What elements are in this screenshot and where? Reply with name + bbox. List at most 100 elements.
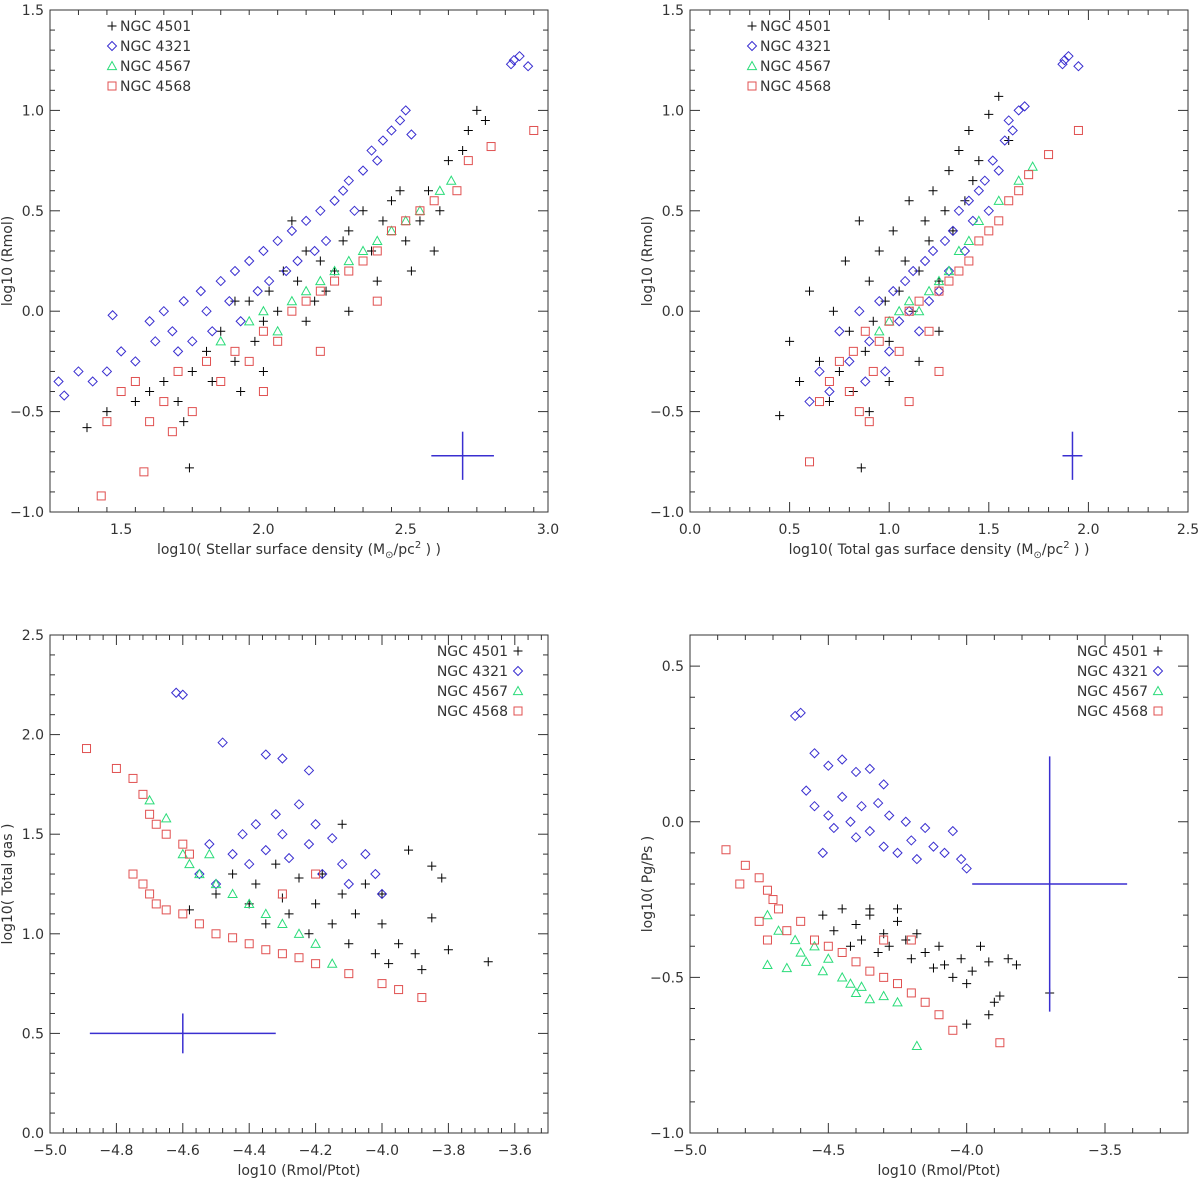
data-point-ngc4568 xyxy=(145,417,155,427)
data-point-ngc4501 xyxy=(401,236,411,246)
data-point-ngc4568 xyxy=(228,933,238,943)
data-point-ngc4567 xyxy=(210,878,222,889)
data-point-ngc4568 xyxy=(848,346,858,356)
data-point-ngc4321 xyxy=(158,305,170,317)
series-ngc4321 xyxy=(170,687,388,900)
data-point-ngc4567 xyxy=(817,965,829,976)
data-point-ngc4321 xyxy=(376,888,388,900)
data-point-ngc4321 xyxy=(953,205,965,217)
data-point-ngc4501 xyxy=(287,216,297,226)
data-point-ngc4568 xyxy=(151,819,161,829)
data-point-ngc4501 xyxy=(173,397,183,407)
data-point-ngc4501 xyxy=(904,196,914,206)
data-point-ngc4501 xyxy=(367,246,377,256)
data-point-ngc4321 xyxy=(1013,105,1024,116)
data-point-ngc4501 xyxy=(410,949,420,959)
data-point-ngc4501 xyxy=(934,326,944,336)
data-point-ngc4501 xyxy=(864,276,874,286)
data-point-ngc4568 xyxy=(161,829,171,839)
y-tick-label: 2.0 xyxy=(22,728,44,744)
legend-marker-ngc4501 xyxy=(747,21,757,31)
data-point-ngc4501 xyxy=(244,296,254,306)
data-point-ngc4501 xyxy=(294,873,304,883)
data-point-ngc4321 xyxy=(967,215,979,227)
data-point-ngc4568 xyxy=(301,296,311,306)
data-point-ngc4321 xyxy=(864,825,876,837)
data-point-ngc4568 xyxy=(810,935,819,945)
data-point-ngc4501 xyxy=(873,947,883,957)
data-point-ngc4567 xyxy=(445,175,457,185)
data-point-ngc4501 xyxy=(344,939,354,949)
data-point-ngc4501 xyxy=(914,266,924,276)
data-point-ngc4501 xyxy=(394,939,404,949)
x-axis-label-sup: 2 xyxy=(415,540,421,551)
data-point-ngc4501 xyxy=(828,306,838,316)
data-point-ngc4321 xyxy=(303,765,315,776)
x-tick-label: −4.4 xyxy=(232,1143,266,1159)
data-point-ngc4567 xyxy=(286,295,298,306)
data-point-ngc4321 xyxy=(252,285,263,297)
data-point-ngc4567 xyxy=(809,940,820,951)
data-point-ngc4568 xyxy=(944,276,954,286)
data-point-ngc4321 xyxy=(817,847,829,859)
data-point-ngc4501 xyxy=(948,972,958,982)
data-point-ngc4501 xyxy=(472,105,482,115)
legend-marker-ngc4568 xyxy=(107,81,117,91)
data-point-ngc4501 xyxy=(344,306,354,316)
data-point-ngc4501 xyxy=(884,336,894,346)
y-tick-label: −0.5 xyxy=(650,970,684,986)
data-point-ngc4568 xyxy=(754,873,764,883)
x-tick-label: 0.5 xyxy=(778,522,800,538)
data-point-ngc4321 xyxy=(824,386,835,397)
data-point-ngc4501 xyxy=(894,286,904,296)
data-point-ngc4501 xyxy=(818,910,828,920)
legend-marker-ngc4501 xyxy=(1153,646,1163,656)
data-point-ngc4321 xyxy=(892,847,903,859)
data-point-ngc4501 xyxy=(251,879,261,889)
data-point-ngc4321 xyxy=(999,135,1010,146)
data-point-ngc4567 xyxy=(963,235,975,246)
data-point-ngc4568 xyxy=(394,985,404,995)
data-point-ngc4321 xyxy=(1063,50,1074,62)
data-point-ngc4567 xyxy=(357,245,369,256)
data-point-ngc4501 xyxy=(844,326,854,336)
data-point-ngc4568 xyxy=(994,216,1004,226)
data-point-ngc4321 xyxy=(315,205,326,217)
data-point-ngc4568 xyxy=(762,935,772,945)
data-point-ngc4501 xyxy=(423,186,433,196)
y-tick-label: 0.0 xyxy=(662,304,684,320)
data-point-ngc4321 xyxy=(215,275,226,287)
x-tick-label: −5.0 xyxy=(33,1143,67,1159)
data-point-ngc4321 xyxy=(73,366,84,377)
error-bar xyxy=(1062,431,1083,480)
data-point-ngc4501 xyxy=(829,926,839,936)
data-point-ngc4501 xyxy=(912,929,922,939)
data-point-ngc4567 xyxy=(386,225,397,235)
data-point-ngc4568 xyxy=(315,286,325,296)
data-point-ngc4501 xyxy=(395,186,405,196)
data-point-ngc4321 xyxy=(263,275,275,287)
data-point-ngc4321 xyxy=(107,310,118,321)
data-point-ngc4501 xyxy=(384,959,394,969)
series-ngc4501 xyxy=(184,819,493,975)
data-point-ngc4568 xyxy=(401,216,411,226)
data-point-ngc4321 xyxy=(987,155,998,166)
data-point-ngc4321 xyxy=(804,396,815,407)
error-bar xyxy=(972,756,1128,1012)
data-point-ngc4568 xyxy=(906,935,916,945)
data-point-ngc4568 xyxy=(116,387,126,397)
data-point-ngc4501 xyxy=(962,1019,972,1029)
data-point-ngc4501 xyxy=(940,206,950,216)
data-point-ngc4567 xyxy=(883,315,895,326)
data-point-ngc4568 xyxy=(311,869,321,879)
x-tick-label: 3.0 xyxy=(537,522,559,538)
y-tick-label: −1.0 xyxy=(650,505,684,521)
data-point-ngc4501 xyxy=(338,236,348,246)
data-point-ngc4501 xyxy=(386,196,396,206)
data-point-ngc4321 xyxy=(243,255,255,267)
data-point-ngc4321 xyxy=(1057,59,1068,70)
data-point-ngc4568 xyxy=(330,276,340,286)
series-ngc4567 xyxy=(144,794,338,968)
data-point-ngc4501 xyxy=(888,226,898,236)
data-point-ngc4568 xyxy=(173,366,183,376)
